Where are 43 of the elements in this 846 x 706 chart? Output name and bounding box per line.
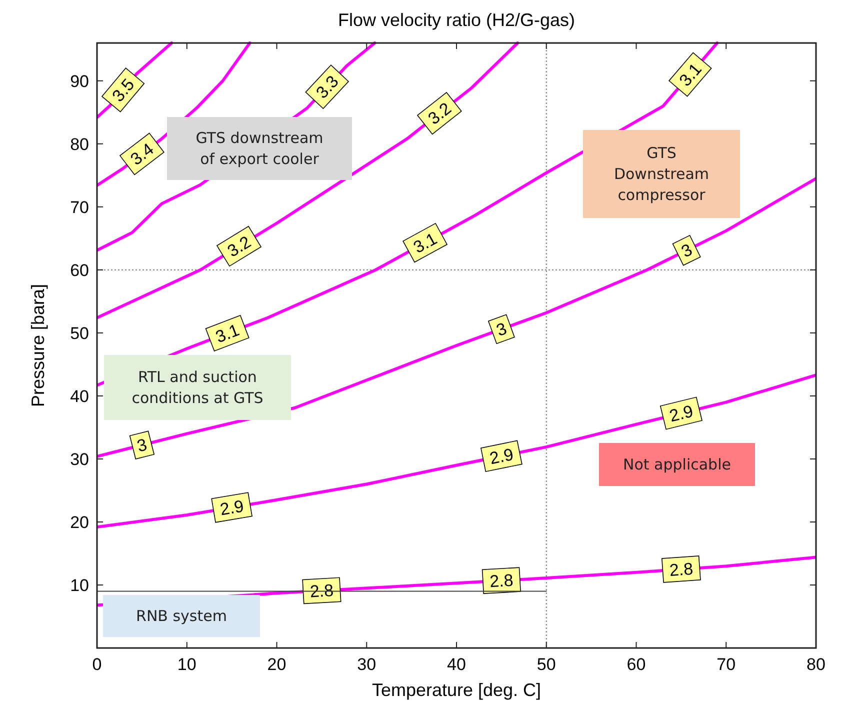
y-axis-title: Pressure [bara] <box>28 284 48 408</box>
x-tick-label: 70 <box>716 655 736 674</box>
y-tick-label: 90 <box>70 72 89 91</box>
text: 3.1 <box>410 229 440 258</box>
text: 3 <box>494 318 510 340</box>
series-label: 2.8 <box>309 580 334 602</box>
text: 3.4 <box>127 140 158 169</box>
text: 3.1 <box>676 60 706 90</box>
y-tick-label: 60 <box>70 260 89 280</box>
annotation: RNB system <box>136 607 227 625</box>
chart-title: Flow velocity ratio (H2/G-gas) <box>338 10 576 30</box>
y-tick-label: 50 <box>70 324 89 343</box>
annotation: GTS downstream of export cooler <box>196 129 324 168</box>
x-tick-label: 20 <box>267 655 286 674</box>
text: 3 <box>135 435 149 456</box>
text: 2.9 <box>218 496 246 520</box>
x-tick-label: 10 <box>177 655 196 674</box>
x-tick-label: 40 <box>447 655 466 674</box>
y-tick-label: 20 <box>70 512 89 532</box>
y-tick-label: 30 <box>70 450 89 469</box>
annotation: RTL and suction conditions at GTS <box>132 368 264 407</box>
y-tick-label: 70 <box>70 198 89 217</box>
text: 2.8 <box>668 559 694 580</box>
text: 3.2 <box>224 232 254 261</box>
annotation: Not applicable <box>623 456 731 474</box>
text: 2.8 <box>489 570 514 592</box>
text: 3.1 <box>213 320 242 347</box>
text: 3.2 <box>424 98 455 128</box>
text: 2.9 <box>488 444 516 468</box>
y-tick-label: 10 <box>70 576 89 595</box>
annotation: GTS Downstream compressor <box>614 144 710 204</box>
x-tick-label: 0 <box>92 655 102 674</box>
x-tick-label: 60 <box>626 655 646 674</box>
x-tick-label: 50 <box>536 655 556 674</box>
text: 2.9 <box>668 402 696 426</box>
y-tick-label: 80 <box>70 134 89 154</box>
y-tick-label: 40 <box>70 386 89 406</box>
text: 3 <box>678 240 696 262</box>
text: 3.5 <box>108 75 138 106</box>
x-tick-label: 80 <box>806 655 826 674</box>
text: 3.3 <box>312 72 342 102</box>
x-tick-label: 30 <box>357 655 376 674</box>
x-axis-title: Temperature [deg. C] <box>372 680 542 700</box>
